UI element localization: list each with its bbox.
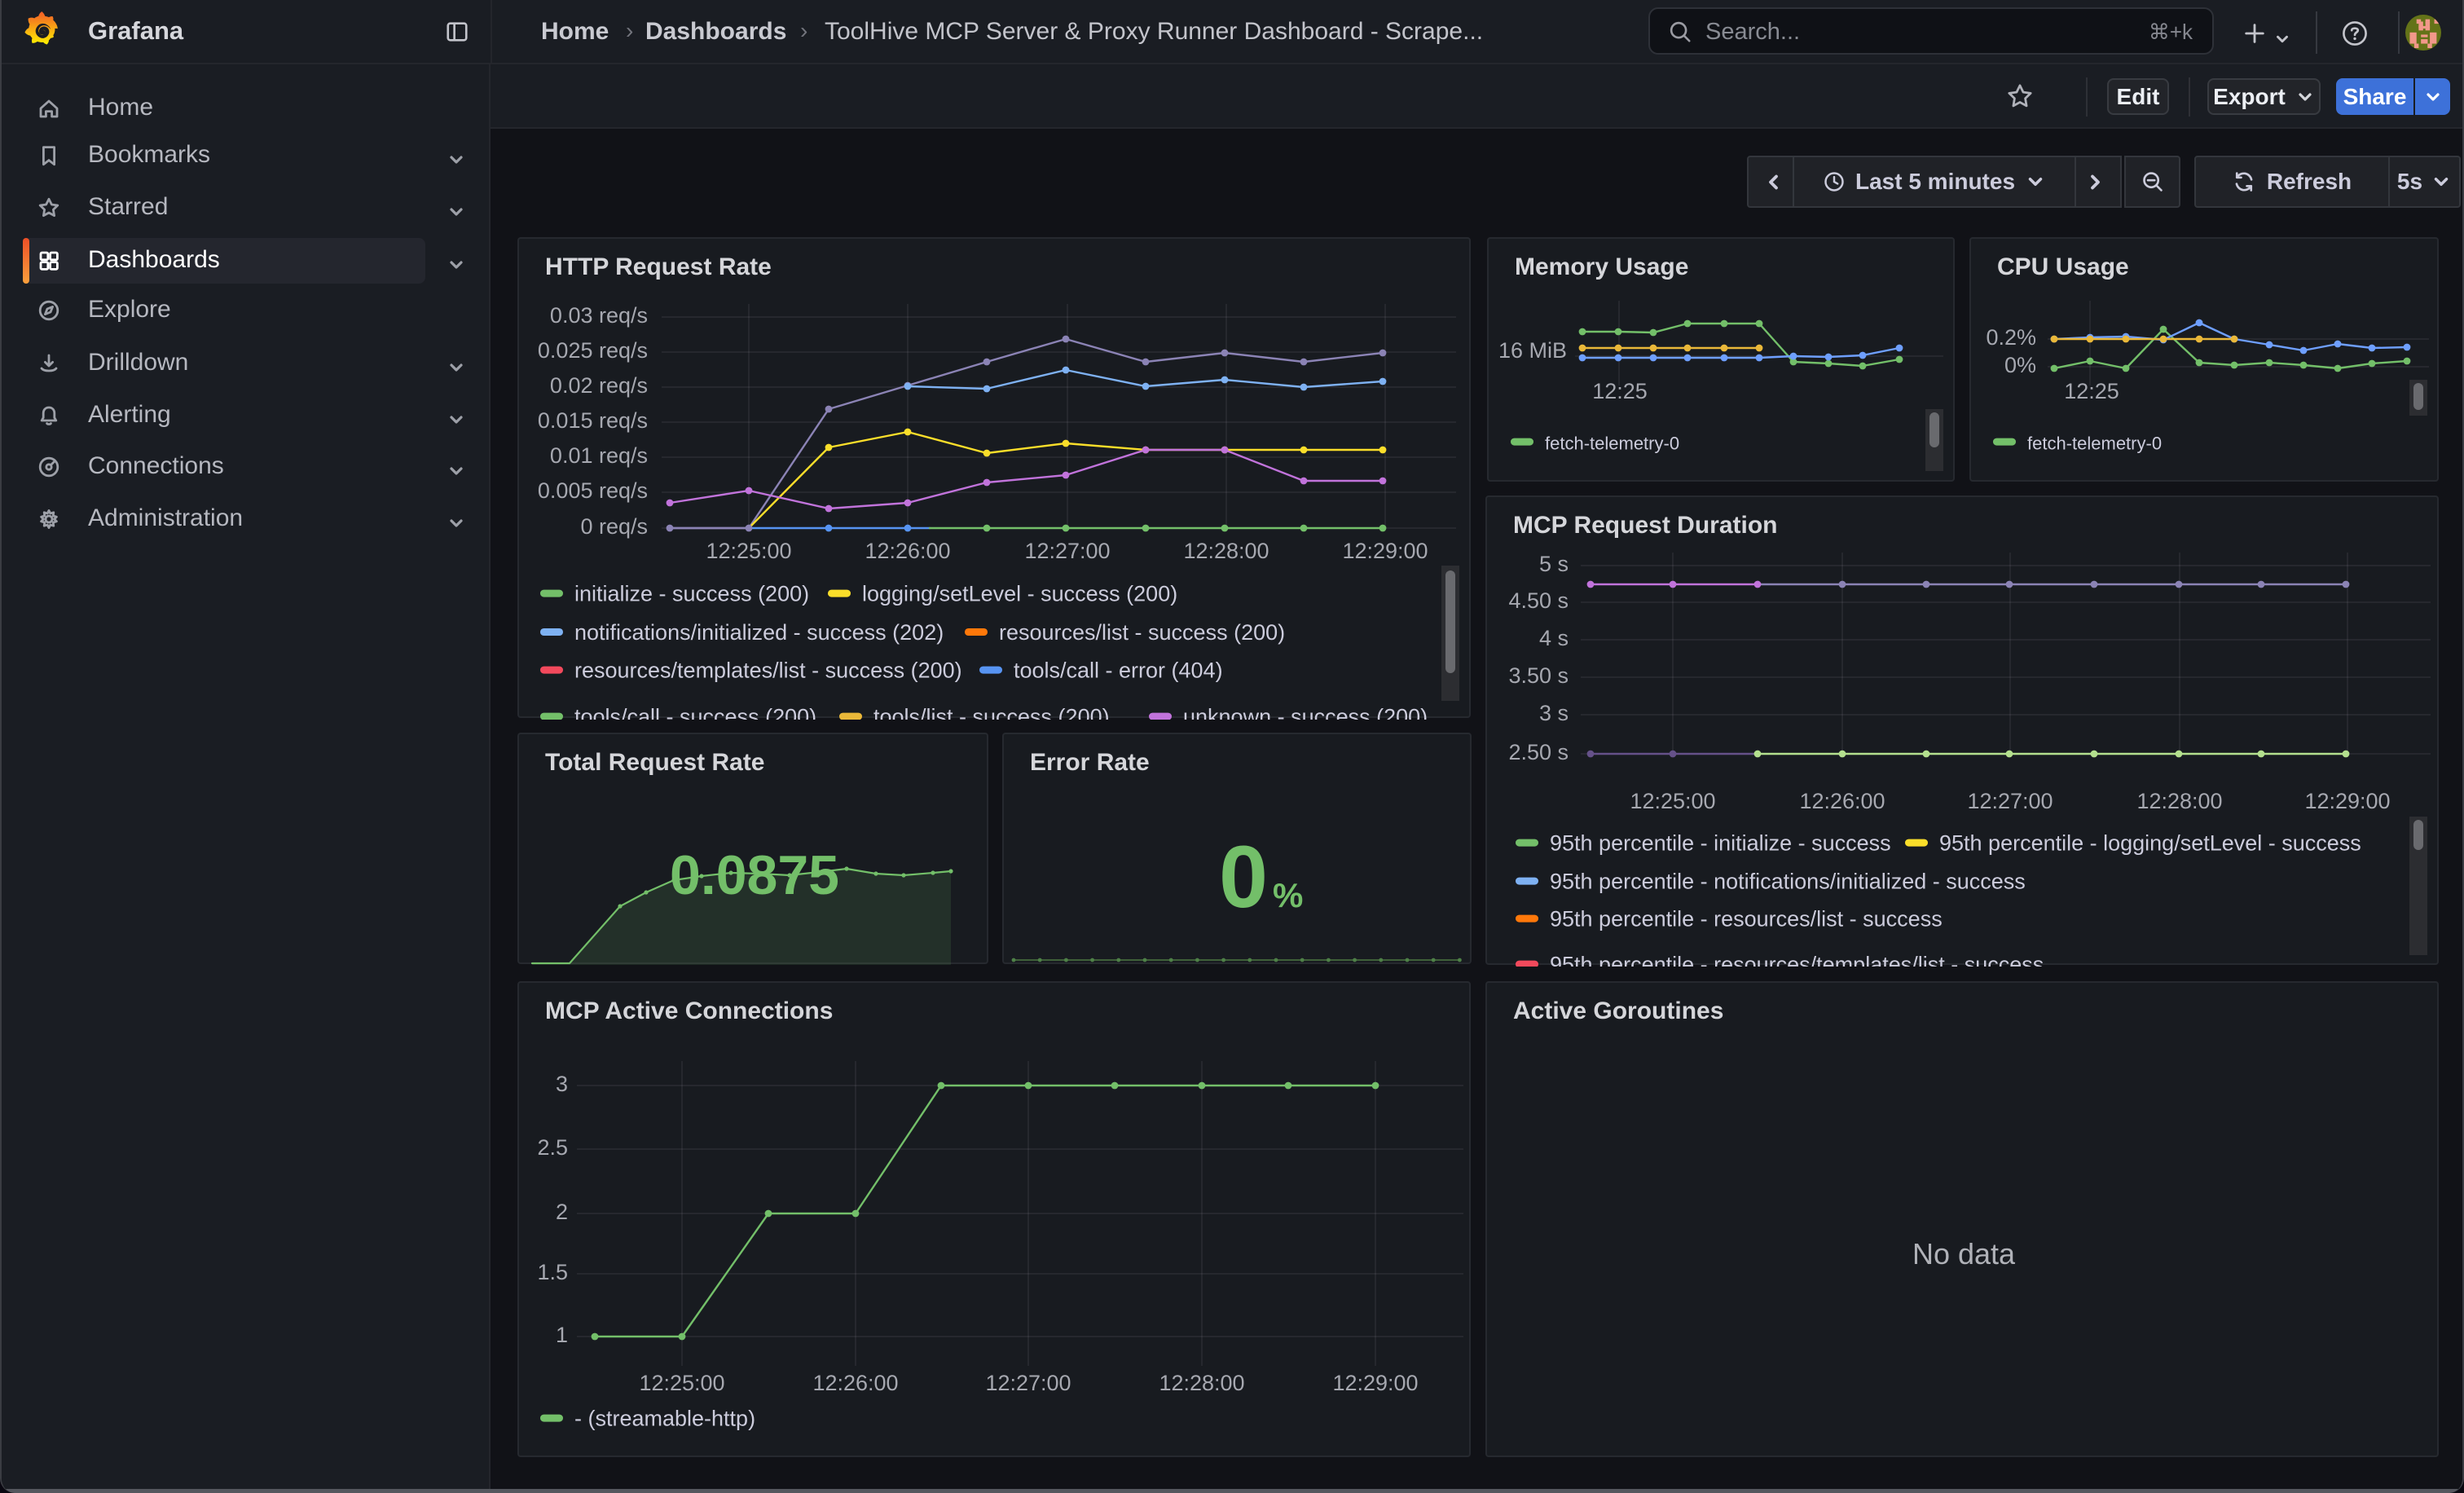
svg-text:0.025 req/s: 0.025 req/s [538,338,648,363]
svg-text:12:25:00: 12:25:00 [706,539,791,563]
svg-text:- (streamable-http): - (streamable-http) [574,1406,755,1430]
svg-text:12:27:00: 12:27:00 [985,1371,1071,1395]
svg-text:2.50 s: 2.50 s [1508,740,1569,764]
svg-text:12:27:00: 12:27:00 [1024,539,1110,563]
svg-text:95th percentile - resources/li: 95th percentile - resources/list - succe… [1550,906,1943,931]
svg-text:12:26:00: 12:26:00 [1799,789,1885,813]
svg-text:0.0875: 0.0875 [670,844,839,906]
svg-text:logging/setLevel - success (20: logging/setLevel - success (200) [862,581,1177,606]
svg-text:12:29:00: 12:29:00 [2304,789,2390,813]
svg-text:3: 3 [556,1072,568,1096]
svg-text:12:25: 12:25 [1592,379,1648,403]
svg-text:12:27:00: 12:27:00 [1967,789,2053,813]
svg-text:2.5: 2.5 [537,1135,568,1160]
svg-text:resources/list - success (200): resources/list - success (200) [999,620,1285,645]
svg-text:12:26:00: 12:26:00 [812,1371,898,1395]
svg-text:0.2%: 0.2% [1986,325,2036,350]
svg-text:16 MiB: 16 MiB [1498,338,1567,363]
svg-text:0.03 req/s: 0.03 req/s [550,303,648,328]
svg-text:95th percentile - initialize -: 95th percentile - initialize - success [1550,830,1891,855]
svg-text:0 req/s: 0 req/s [580,514,648,539]
svg-text:fetch-telemetry-0: fetch-telemetry-0 [2027,433,2162,453]
svg-text:12:28:00: 12:28:00 [1159,1371,1244,1395]
svg-text:2: 2 [556,1200,568,1224]
svg-text:12:29:00: 12:29:00 [1332,1371,1418,1395]
svg-text:1.5: 1.5 [537,1260,568,1284]
svg-text:notifications/initialized - su: notifications/initialized - success (202… [574,620,944,645]
svg-text:unknown - success (200): unknown - success (200) [1183,704,1428,720]
svg-text:0.01 req/s: 0.01 req/s [550,443,648,468]
svg-text:resources/templates/list - suc: resources/templates/list - success (200) [574,658,962,682]
svg-text:0.005 req/s: 0.005 req/s [538,478,648,503]
svg-text:95th percentile - notification: 95th percentile - notifications/initiali… [1550,869,2026,893]
svg-text:95th percentile - logging/setL: 95th percentile - logging/setLevel - suc… [1939,830,2361,855]
svg-text:12:25: 12:25 [2064,379,2119,403]
svg-text:12:25:00: 12:25:00 [1630,789,1715,813]
svg-text:4.50 s: 4.50 s [1508,588,1569,613]
svg-text:12:28:00: 12:28:00 [1183,539,1269,563]
svg-text:95th percentile - resources/te: 95th percentile - resources/templates/li… [1550,952,2044,967]
svg-text:fetch-telemetry-0: fetch-telemetry-0 [1545,433,1679,453]
svg-text:3.50 s: 3.50 s [1508,663,1569,688]
svg-text:0.02 req/s: 0.02 req/s [550,373,648,398]
svg-text:tools/call - success (200): tools/call - success (200) [574,704,816,720]
svg-text:4 s: 4 s [1539,626,1569,650]
svg-text:3 s: 3 s [1539,701,1569,725]
svg-text:12:28:00: 12:28:00 [2136,789,2222,813]
svg-text:tools/call - error (404): tools/call - error (404) [1014,658,1223,682]
svg-text:initialize - success (200): initialize - success (200) [574,581,809,606]
svg-text:%: % [1273,876,1303,914]
svg-text:12:26:00: 12:26:00 [865,539,950,563]
svg-text:1: 1 [556,1323,568,1347]
svg-text:12:29:00: 12:29:00 [1342,539,1428,563]
svg-text:5 s: 5 s [1539,552,1569,576]
svg-text:12:25:00: 12:25:00 [639,1371,724,1395]
svg-text:tools/list - success (200): tools/list - success (200) [873,704,1110,720]
svg-text:0%: 0% [2004,353,2036,377]
svg-text:0.015 req/s: 0.015 req/s [538,408,648,433]
svg-text:0: 0 [1219,827,1268,926]
